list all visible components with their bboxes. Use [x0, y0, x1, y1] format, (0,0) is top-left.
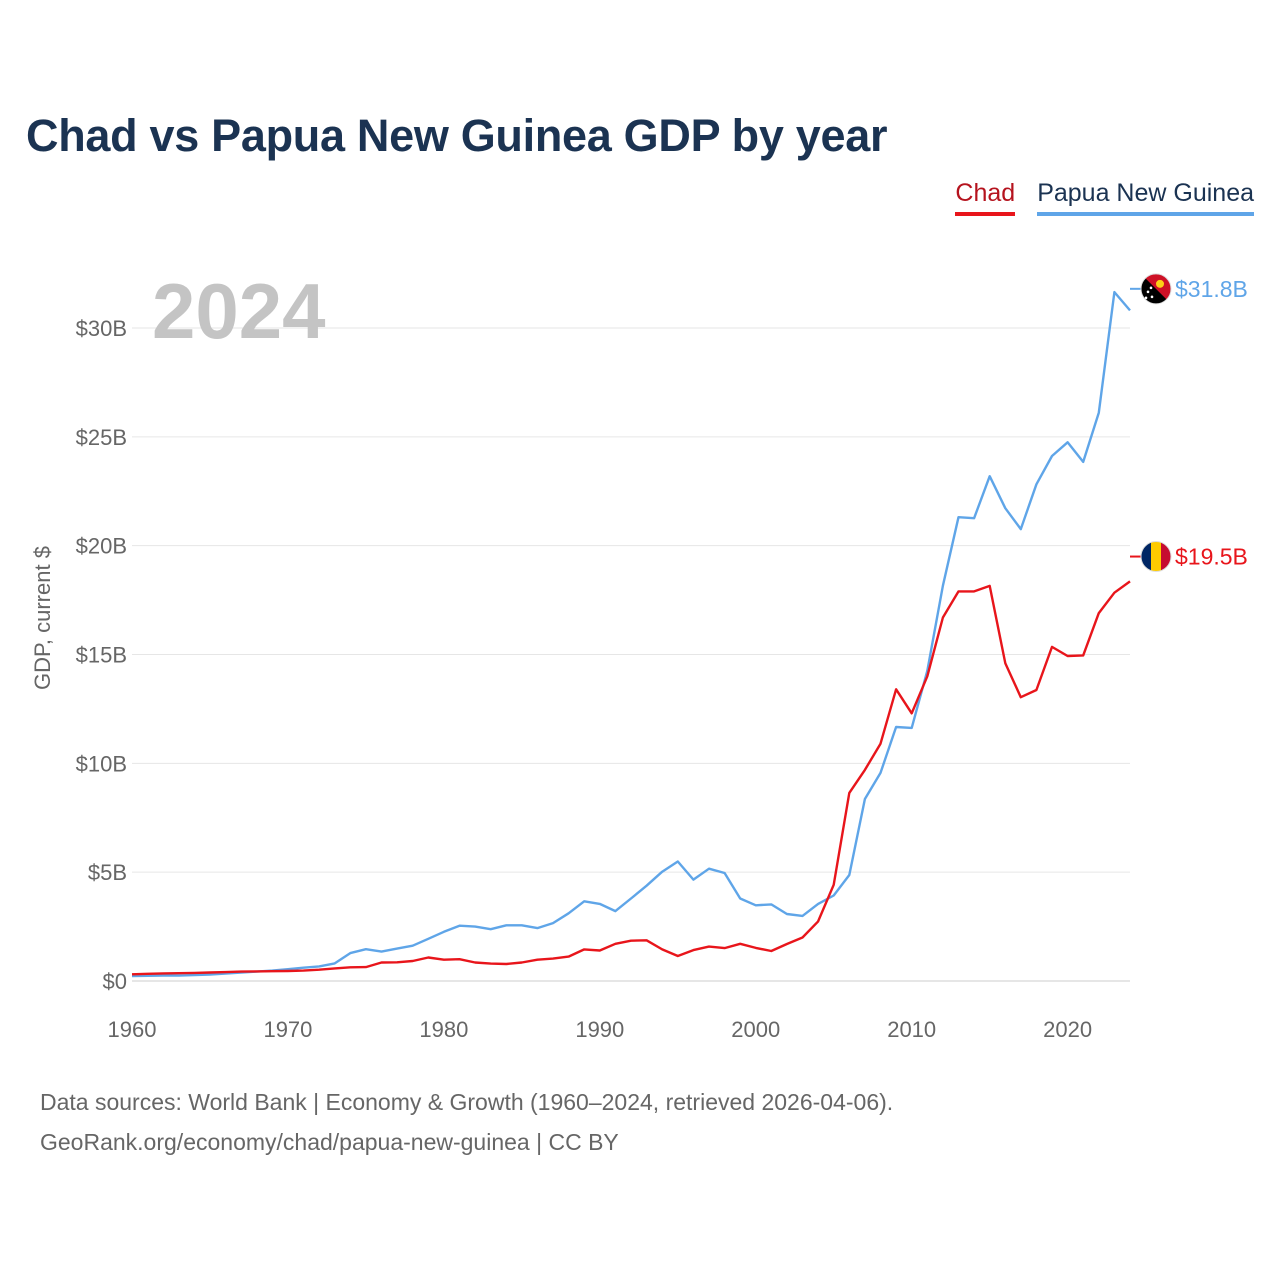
y-tick-label: $15B: [76, 643, 127, 668]
x-tick-label: 2010: [887, 1017, 936, 1042]
series-line-chad: [131, 580, 1131, 976]
x-axis-ticks: 1960 1970 1980 1990 2000 2010 2020: [108, 1017, 1093, 1042]
end-value-label-chad: $19.5B: [1175, 544, 1248, 570]
legend-item-chad[interactable]: Chad: [955, 179, 1016, 216]
x-tick-label: 1960: [108, 1017, 157, 1042]
series-lines: [131, 290, 1131, 978]
data-source-text: Data sources: World Bank | Economy & Gro…: [40, 1089, 894, 1115]
y-axis-label: GDP, current $: [30, 546, 55, 690]
y-axis-ticks: $0 $5B $10B $15B $20B $25B $30B: [76, 316, 127, 994]
end-markers: $31.8B $19.5B: [1130, 273, 1248, 573]
y-tick-label: $30B: [76, 316, 127, 341]
y-tick-label: $20B: [76, 534, 127, 559]
gridlines: [132, 327, 1130, 982]
x-tick-label: 1980: [419, 1017, 468, 1042]
x-tick-label: 2020: [1043, 1017, 1092, 1042]
y-tick-label: $10B: [76, 751, 127, 776]
legend-item-papua-new-guinea[interactable]: Papua New Guinea: [1037, 179, 1254, 216]
x-tick-label: 1970: [263, 1017, 312, 1042]
y-tick-label: $5B: [88, 860, 127, 885]
page-title: Chad vs Papua New Guinea GDP by year: [26, 110, 888, 161]
end-value-label-png: $31.8B: [1175, 276, 1248, 302]
x-tick-label: 2000: [731, 1017, 780, 1042]
legend: Chad Papua New Guinea: [955, 179, 1254, 216]
x-tick-label: 1990: [575, 1017, 624, 1042]
y-tick-label: $25B: [76, 425, 127, 450]
year-watermark: 2024: [152, 267, 326, 355]
papua-new-guinea-flag-icon: [1140, 273, 1172, 305]
y-tick-label: $0: [103, 969, 127, 994]
footer: Data sources: World Bank | Economy & Gro…: [40, 1082, 893, 1162]
series-line-papua-new-guinea: [131, 290, 1131, 978]
attribution-link[interactable]: GeoRank.org/economy/chad/papua-new-guine…: [40, 1129, 619, 1155]
chad-flag-icon: [1140, 541, 1172, 573]
